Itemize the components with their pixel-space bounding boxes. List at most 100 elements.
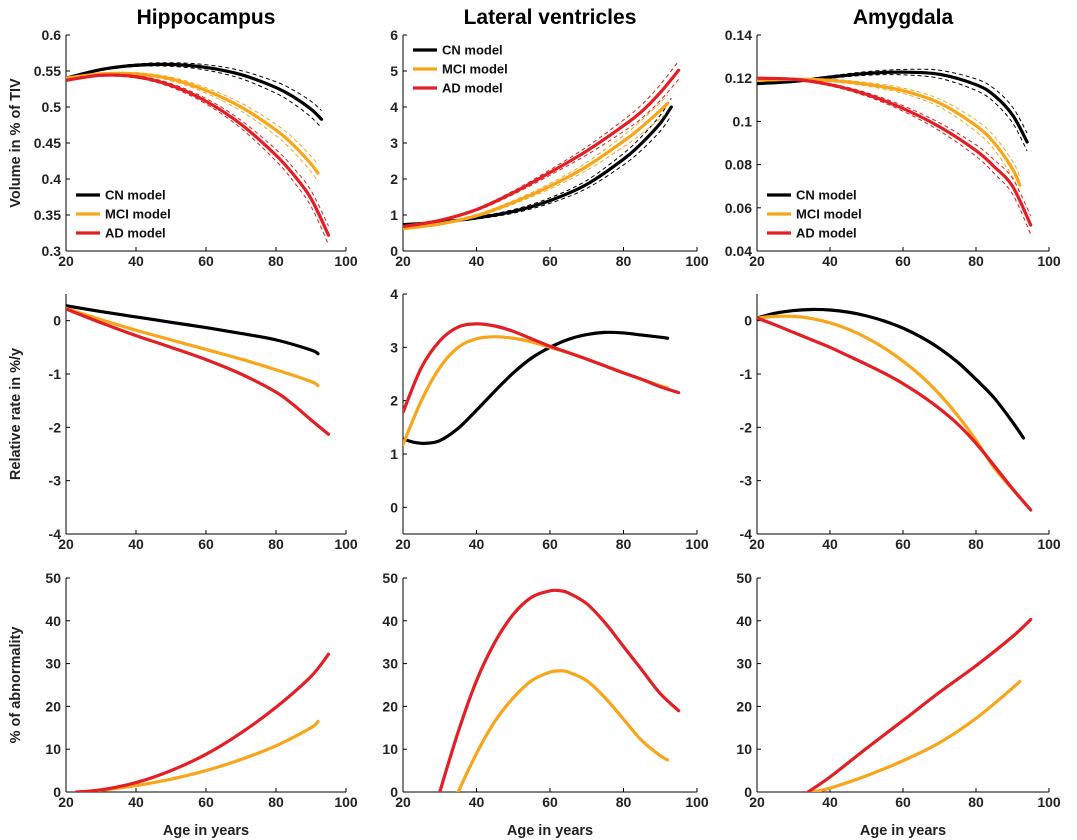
y-axis-label: Relative rate in %/y (8, 348, 24, 480)
x-tick-label: 20 (395, 794, 411, 810)
y-tick-label: 30 (45, 656, 61, 672)
x-tick-label: 80 (616, 794, 632, 810)
panel-r2-c3: 20 40 60 80 100 -4 -3 -2 -1 0 (740, 294, 1061, 552)
x-tick-label: 100 (1037, 253, 1061, 269)
plot-area (806, 617, 1033, 792)
x-tick-label: 20 (395, 253, 411, 269)
y-tick-label: 0.06 (725, 200, 752, 216)
column-title: Hippocampus (137, 6, 276, 29)
series-2-series-line (438, 588, 681, 792)
x-tick-label: 60 (198, 794, 214, 810)
mci-confidence-bound (757, 79, 1021, 194)
y-tick-label: 0 (390, 784, 398, 800)
legend-label-cn: CN model (796, 188, 857, 203)
x-axis-label: Age in years (507, 823, 593, 839)
y-tick-label: 3 (390, 339, 398, 355)
y-tick-label: 1 (390, 446, 398, 462)
y-tick-label: 5 (390, 63, 398, 79)
series-2-series-line (66, 306, 320, 388)
x-tick-label: 20 (58, 794, 74, 810)
panel-r1-c2: 20 40 60 80 100 0 1 2 3 4 5 6 Lateral ventricles CN m… (390, 6, 709, 269)
series-3-series-line (403, 322, 681, 414)
plot-area (438, 588, 681, 792)
panel-r1-c3: 20 40 60 80 100 0.04 0.06 0.08 0.1 0.12 0.14 Amygda… (725, 6, 1061, 269)
plot-area (66, 62, 331, 245)
ad-series-line (403, 68, 681, 229)
x-tick-label: 100 (334, 536, 358, 552)
y-tick-label: 40 (45, 613, 61, 629)
legend: CN model MCI model AD model (767, 188, 862, 241)
x-tick-label: 20 (58, 253, 74, 269)
x-tick-label: 60 (895, 536, 911, 552)
panel-r3-c2: 20 40 60 80 100 0 10 20 30 40 50 Age in years (382, 570, 708, 839)
x-tick-label: 40 (128, 536, 144, 552)
series-3-series-line (66, 307, 331, 436)
x-tick-label: 60 (198, 536, 214, 552)
x-tick-label: 80 (268, 794, 284, 810)
y-tick-label: 4 (390, 286, 398, 302)
series-2-series-line (757, 314, 1022, 500)
legend-label-mci: MCI model (442, 62, 508, 77)
cn-confidence-bound (403, 115, 672, 227)
x-tick-label: 40 (469, 253, 485, 269)
ad-confidence-bound (757, 76, 1032, 217)
ad-confidence-bound (757, 78, 1032, 235)
x-tick-label: 40 (822, 794, 838, 810)
y-tick-label: 0.14 (725, 27, 752, 43)
panel-r2-c2: 20 40 60 80 100 0 1 2 3 4 (390, 286, 709, 552)
y-tick-label: 0 (390, 243, 398, 259)
series-3-series-line (757, 316, 1033, 512)
x-tick-label: 20 (749, 253, 765, 269)
y-tick-label: -3 (49, 473, 62, 489)
y-tick-label: 50 (45, 570, 61, 586)
y-tick-label: -1 (49, 366, 62, 382)
x-tick-label: 60 (542, 794, 558, 810)
series-1-series-line (810, 679, 1022, 792)
x-tick-label: 80 (616, 253, 632, 269)
x-tick-label: 40 (128, 253, 144, 269)
x-tick-label: 20 (395, 536, 411, 552)
y-tick-label: 50 (736, 570, 752, 586)
cn-series-line (757, 70, 1029, 144)
y-tick-label: 30 (382, 656, 398, 672)
y-tick-label: 2 (390, 393, 398, 409)
column-title: Amygdala (853, 6, 954, 29)
x-tick-label: 20 (58, 536, 74, 552)
panel-r2-c1: 20 40 60 80 100 -4 -3 -2 -1 0 Relative rate in %/y (8, 294, 358, 552)
y-tick-label: 0.35 (34, 207, 61, 223)
cn-confidence-bound (757, 68, 1028, 134)
plot-area (74, 652, 331, 792)
series-1-series-line (66, 304, 320, 356)
legend-label-mci: MCI model (796, 207, 862, 222)
x-tick-label: 60 (895, 253, 911, 269)
y-tick-label: -3 (740, 473, 753, 489)
legend: CN model MCI model AD model (413, 43, 508, 96)
cn-confidence-bound (66, 65, 322, 129)
y-tick-label: 50 (382, 570, 398, 586)
x-tick-label: 80 (968, 253, 984, 269)
plot-area (757, 68, 1033, 235)
series-1-series-line (403, 330, 670, 445)
series-2-series-line (403, 335, 670, 446)
series-1-series-line (74, 719, 320, 792)
y-tick-label: 0.08 (725, 157, 752, 173)
y-axis-label: % of abnormality (8, 627, 24, 744)
y-tick-label: 0.12 (725, 70, 752, 86)
x-tick-label: 40 (822, 253, 838, 269)
plot-area (403, 60, 681, 231)
y-axis-label: Volume in % of TIV (8, 78, 24, 208)
x-tick-label: 60 (542, 536, 558, 552)
y-tick-label: 2 (390, 171, 398, 187)
plot-area (757, 307, 1033, 512)
x-tick-label: 100 (334, 253, 358, 269)
x-tick-label: 60 (895, 794, 911, 810)
mci-confidence-bound (403, 94, 668, 229)
y-tick-label: 0 (744, 784, 752, 800)
y-tick-label: 0.4 (42, 171, 62, 187)
x-tick-label: 60 (198, 253, 214, 269)
panel-r3-c3: 20 40 60 80 100 0 10 20 30 40 50 Age in years (736, 570, 1060, 839)
mci-confidence-bound (403, 111, 668, 231)
x-axis-label: Age in years (860, 823, 946, 839)
y-tick-label: 0.5 (42, 99, 62, 115)
